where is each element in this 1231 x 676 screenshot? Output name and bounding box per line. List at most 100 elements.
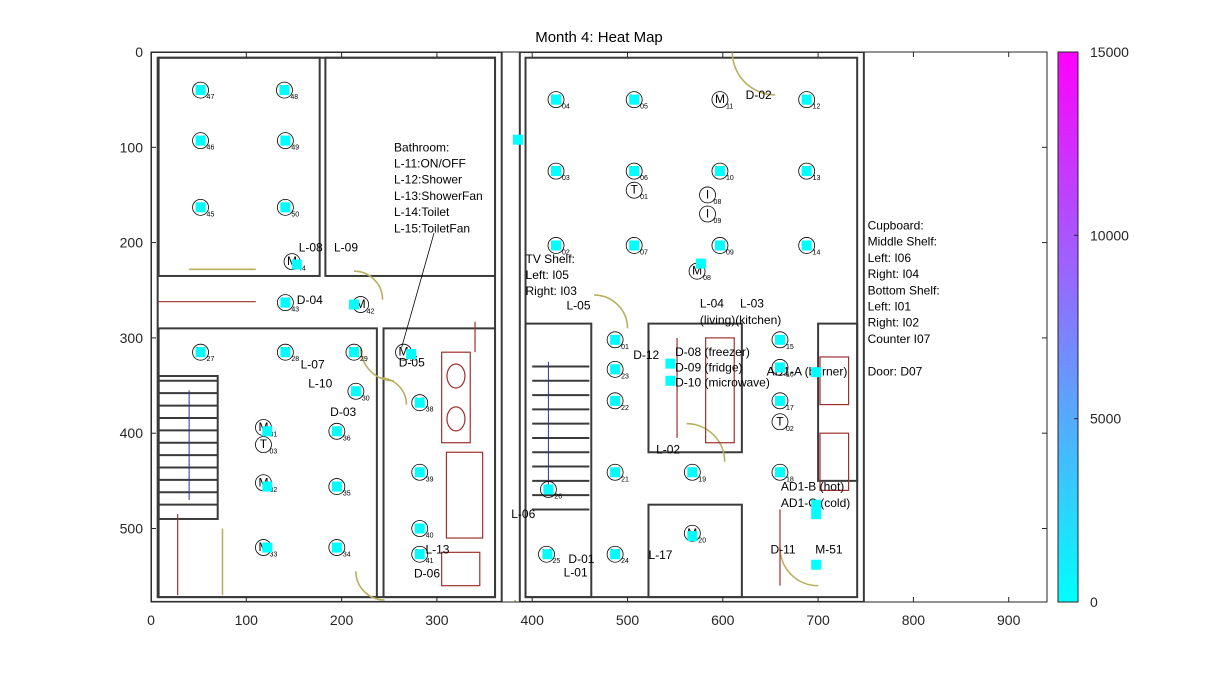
sensor-id-label: 09 bbox=[726, 249, 734, 256]
sensor-circle bbox=[699, 186, 716, 204]
sensor-id-label: 27 bbox=[207, 356, 215, 363]
sensor-circle bbox=[328, 478, 346, 495]
heat-point bbox=[406, 349, 417, 360]
heat-point bbox=[414, 523, 425, 534]
sensor-circle bbox=[328, 422, 346, 440]
y-tick-label: 200 bbox=[120, 235, 144, 251]
kitchen-box bbox=[647, 322, 743, 454]
sensor-id-label: 17 bbox=[786, 405, 794, 412]
sensor-id-label: 13 bbox=[813, 175, 821, 182]
annotation-text: D-03 bbox=[330, 405, 356, 419]
sensor-id-label: 28 bbox=[291, 356, 299, 363]
burner bbox=[819, 356, 850, 406]
heat-point bbox=[610, 395, 621, 406]
heat-point bbox=[695, 258, 706, 269]
door-arc-l05 bbox=[594, 294, 629, 329]
heat-point bbox=[551, 166, 562, 177]
annotation-text: Counter I07 bbox=[868, 332, 931, 346]
sensor-id-label: 40 bbox=[426, 533, 434, 540]
door-arc-d03 bbox=[379, 377, 408, 405]
heat-point bbox=[262, 542, 273, 553]
annotation-text: L-03 bbox=[740, 297, 764, 311]
sensor-circle bbox=[771, 392, 789, 410]
sensor-circle bbox=[547, 162, 565, 180]
x-axis: 0 100 200 300 400 500 600 700 800 900 bbox=[147, 52, 1021, 628]
fridge bbox=[705, 337, 735, 444]
sensor-circle bbox=[625, 162, 643, 180]
annotation-text: L-12:Shower bbox=[394, 173, 462, 187]
annotation-text: Left: I01 bbox=[868, 299, 912, 313]
x-tick-label: 200 bbox=[330, 612, 354, 628]
sensor-circle bbox=[683, 463, 701, 481]
sensor-id-label: 50 bbox=[291, 211, 299, 218]
sensor-circle bbox=[711, 237, 729, 254]
sensor-id-label: 45 bbox=[207, 211, 215, 218]
heat-point bbox=[280, 347, 291, 358]
sensor-id-label: 08 bbox=[714, 199, 722, 206]
heat-point bbox=[331, 426, 342, 437]
annotation-text: M-51 bbox=[815, 542, 843, 556]
heat-point bbox=[195, 85, 206, 96]
heat-point bbox=[414, 549, 425, 560]
sensor-id-label: 43 bbox=[291, 307, 299, 314]
stair-room bbox=[524, 322, 593, 599]
sensor-circle bbox=[192, 132, 209, 150]
sensor-kind-label: I bbox=[706, 207, 709, 221]
toilet bbox=[441, 551, 481, 587]
annotation-text: D-06 bbox=[414, 566, 440, 580]
sensor-circle bbox=[192, 198, 209, 216]
heat-point bbox=[262, 426, 273, 437]
annotation-text: L-07 bbox=[301, 358, 325, 372]
heat-point bbox=[610, 334, 621, 345]
colorbar-tick-label: 10000 bbox=[1090, 227, 1129, 243]
bath-sink-2 bbox=[446, 406, 466, 432]
annotation-text: Bathroom: bbox=[394, 140, 449, 154]
sensor-circle bbox=[771, 463, 789, 481]
sensor-circle bbox=[538, 545, 555, 563]
sensor-circle bbox=[345, 343, 363, 361]
heat-point bbox=[610, 467, 621, 478]
annotation-text: L-02 bbox=[656, 442, 680, 456]
annotation-text: L-13:ShowerFan bbox=[394, 189, 483, 203]
annotation-text: L-09 bbox=[334, 240, 358, 254]
heat-point bbox=[348, 299, 359, 310]
x-tick-label: 300 bbox=[425, 612, 449, 628]
heat-point bbox=[195, 347, 206, 358]
heat-point bbox=[801, 166, 812, 177]
sensor-id-label: 24 bbox=[621, 558, 629, 565]
door-arc-d05 bbox=[359, 347, 395, 382]
sensor-id-label: 36 bbox=[343, 435, 351, 442]
sensor-circle bbox=[711, 91, 729, 109]
sensor-circle bbox=[798, 91, 816, 109]
sensor-id-label: 23 bbox=[621, 373, 629, 380]
annotation-text: L-06 bbox=[511, 507, 535, 521]
sensor-circle bbox=[547, 91, 565, 109]
sensor-id-label: 35 bbox=[343, 491, 351, 498]
sensor-circle bbox=[606, 331, 624, 349]
colorbar-ticks: 0 5000 10000 15000 bbox=[1074, 44, 1129, 610]
annotations: Bathroom: L-11:ON/OFF L-12:Shower L-13:Show… bbox=[297, 88, 940, 580]
heat-point bbox=[811, 559, 822, 570]
x-tick-label: 900 bbox=[997, 612, 1021, 628]
heat-point bbox=[543, 484, 554, 495]
heat-point bbox=[774, 334, 785, 345]
sensor-id-label: 04 bbox=[562, 104, 570, 111]
sensor-id-label: 07 bbox=[640, 249, 648, 256]
annotation-text: L-13 bbox=[425, 542, 449, 556]
annotation-text: L-05 bbox=[567, 298, 591, 312]
heat-point bbox=[279, 85, 290, 96]
sensor-circle bbox=[798, 162, 816, 180]
heat-point bbox=[629, 240, 640, 251]
annotation-text: D-09 (fridge) bbox=[675, 360, 742, 374]
sensor-id-label: 44 bbox=[298, 266, 306, 273]
heat-point bbox=[348, 347, 359, 358]
sensor-circle bbox=[711, 162, 729, 180]
heat-point bbox=[811, 499, 822, 510]
sensor-id-label: 10 bbox=[726, 175, 734, 182]
annotation-text: D-02 bbox=[746, 88, 772, 102]
sensor-id-label: 38 bbox=[426, 407, 434, 414]
annotation-text: Bottom Shelf: bbox=[868, 283, 940, 297]
sensor-id-label: 16 bbox=[786, 371, 794, 378]
sensor-circle bbox=[771, 359, 789, 376]
sensor-circle bbox=[255, 436, 272, 454]
